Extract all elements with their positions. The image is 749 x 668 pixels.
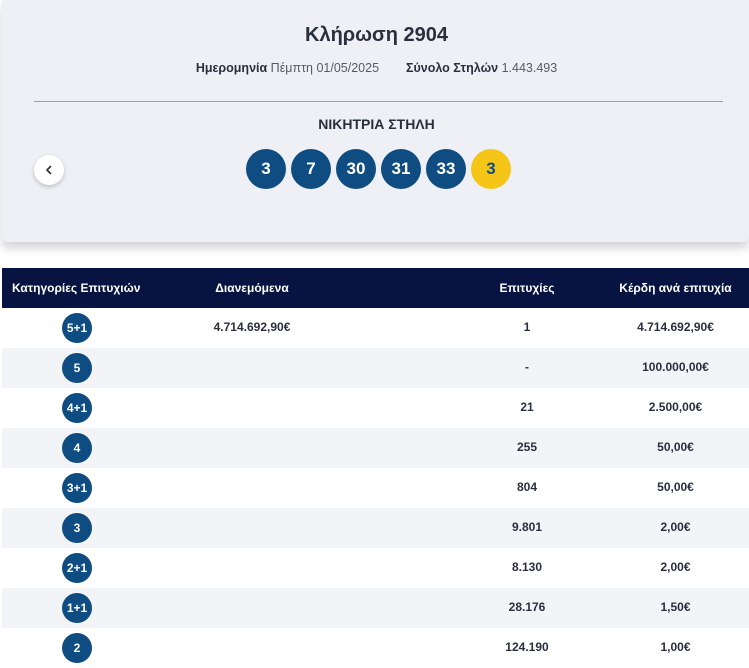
winners-cell: 28.176 <box>508 600 546 614</box>
distributed-cell <box>152 388 352 400</box>
table-header: Κατηγορίες Επιτυχιών Διανεμόμενα Επιτυχί… <box>2 268 749 308</box>
number-ball: 7 <box>291 149 331 189</box>
distributed-cell <box>152 588 352 600</box>
distributed-cell: 4.714.692,90€ <box>213 320 291 334</box>
prize-cell: 2,00€ <box>660 520 691 534</box>
distributed-cell <box>152 508 352 520</box>
winners-cell: 804 <box>516 480 538 494</box>
table-row: 1+1 28.176 1,50€ <box>2 588 749 628</box>
table-row: 2 124.190 1,00€ <box>2 628 749 668</box>
winners-cell: 9.801 <box>511 520 543 534</box>
header-categories: Κατηγορίες Επιτυχιών <box>12 281 141 295</box>
table-row: 4 255 50,00€ <box>2 428 749 468</box>
prize-cell: 2,00€ <box>660 560 691 574</box>
results-table: Κατηγορίες Επιτυχιών Διανεμόμενα Επιτυχί… <box>2 268 749 668</box>
category-badge: 1+1 <box>62 593 92 623</box>
chevron-left-icon <box>46 165 52 175</box>
prize-cell: 2.500,00€ <box>648 400 703 414</box>
winners-cell: - <box>525 360 529 374</box>
joker-ball: 3 <box>471 149 511 189</box>
winning-numbers: 3 7 30 31 33 3 <box>246 149 511 189</box>
draw-meta: Ημερομηνία Πέμπτη 01/05/2025 Σύνολο Στηλ… <box>2 61 749 75</box>
category-badge: 3 <box>62 513 92 543</box>
prize-cell: 4.714.692,90€ <box>637 320 714 334</box>
number-ball: 3 <box>246 149 286 189</box>
winners-cell: 1 <box>523 320 531 334</box>
prize-cell: 50,00€ <box>657 440 694 454</box>
number-ball: 33 <box>426 149 466 189</box>
table-row: 2+1 8.130 2,00€ <box>2 548 749 588</box>
prize-cell: 1,50€ <box>660 600 691 614</box>
date-value: Πέμπτη 01/05/2025 <box>270 61 380 75</box>
category-badge: 4+1 <box>62 393 92 423</box>
table-body: 5+1 4.714.692,90€ 1 4.714.692,90€ 5 - 10… <box>2 308 749 668</box>
prize-cell: 1,00€ <box>660 640 691 654</box>
distributed-cell <box>152 348 352 360</box>
distributed-cell <box>152 548 352 560</box>
distributed-cell <box>152 628 352 640</box>
prize-cell: 100.000,00€ <box>642 360 709 374</box>
draw-card: Κλήρωση 2904 Ημερομηνία Πέμπτη 01/05/202… <box>2 0 749 242</box>
winners-cell: 8.130 <box>511 560 543 574</box>
category-badge: 2 <box>62 633 92 663</box>
prize-cell: 50,00€ <box>657 480 694 494</box>
number-ball: 31 <box>381 149 421 189</box>
table-row: 5+1 4.714.692,90€ 1 4.714.692,90€ <box>2 308 749 348</box>
category-badge: 4 <box>62 433 92 463</box>
table-row: 3 9.801 2,00€ <box>2 508 749 548</box>
winners-cell: 21 <box>520 400 534 414</box>
table-row: 5 - 100.000,00€ <box>2 348 749 388</box>
winning-column-title: ΝΙΚΗΤΡΙΑ ΣΤΗΛΗ <box>318 116 435 132</box>
divider <box>34 101 723 102</box>
header-prize: Κέρδη ανά επιτυχία <box>619 281 732 295</box>
category-badge: 5+1 <box>62 313 92 343</box>
category-badge: 3+1 <box>62 473 92 503</box>
table-row: 3+1 804 50,00€ <box>2 468 749 508</box>
category-badge: 2+1 <box>62 553 92 583</box>
previous-draw-button[interactable] <box>34 155 64 185</box>
draw-title: Κλήρωση 2904 <box>305 24 448 46</box>
header-winners: Επιτυχίες <box>499 281 555 295</box>
columns-value: 1.443.493 <box>501 61 558 75</box>
winners-cell: 124.190 <box>505 640 549 654</box>
winners-cell: 255 <box>516 440 538 454</box>
distributed-cell <box>152 468 352 480</box>
date-label: Ημερομηνία <box>195 61 268 75</box>
category-badge: 5 <box>62 353 92 383</box>
number-ball: 30 <box>336 149 376 189</box>
columns-label: Σύνολο Στηλών <box>406 61 499 75</box>
header-distributed: Διανεμόμενα <box>215 281 289 295</box>
distributed-cell <box>152 428 352 440</box>
table-row: 4+1 21 2.500,00€ <box>2 388 749 428</box>
